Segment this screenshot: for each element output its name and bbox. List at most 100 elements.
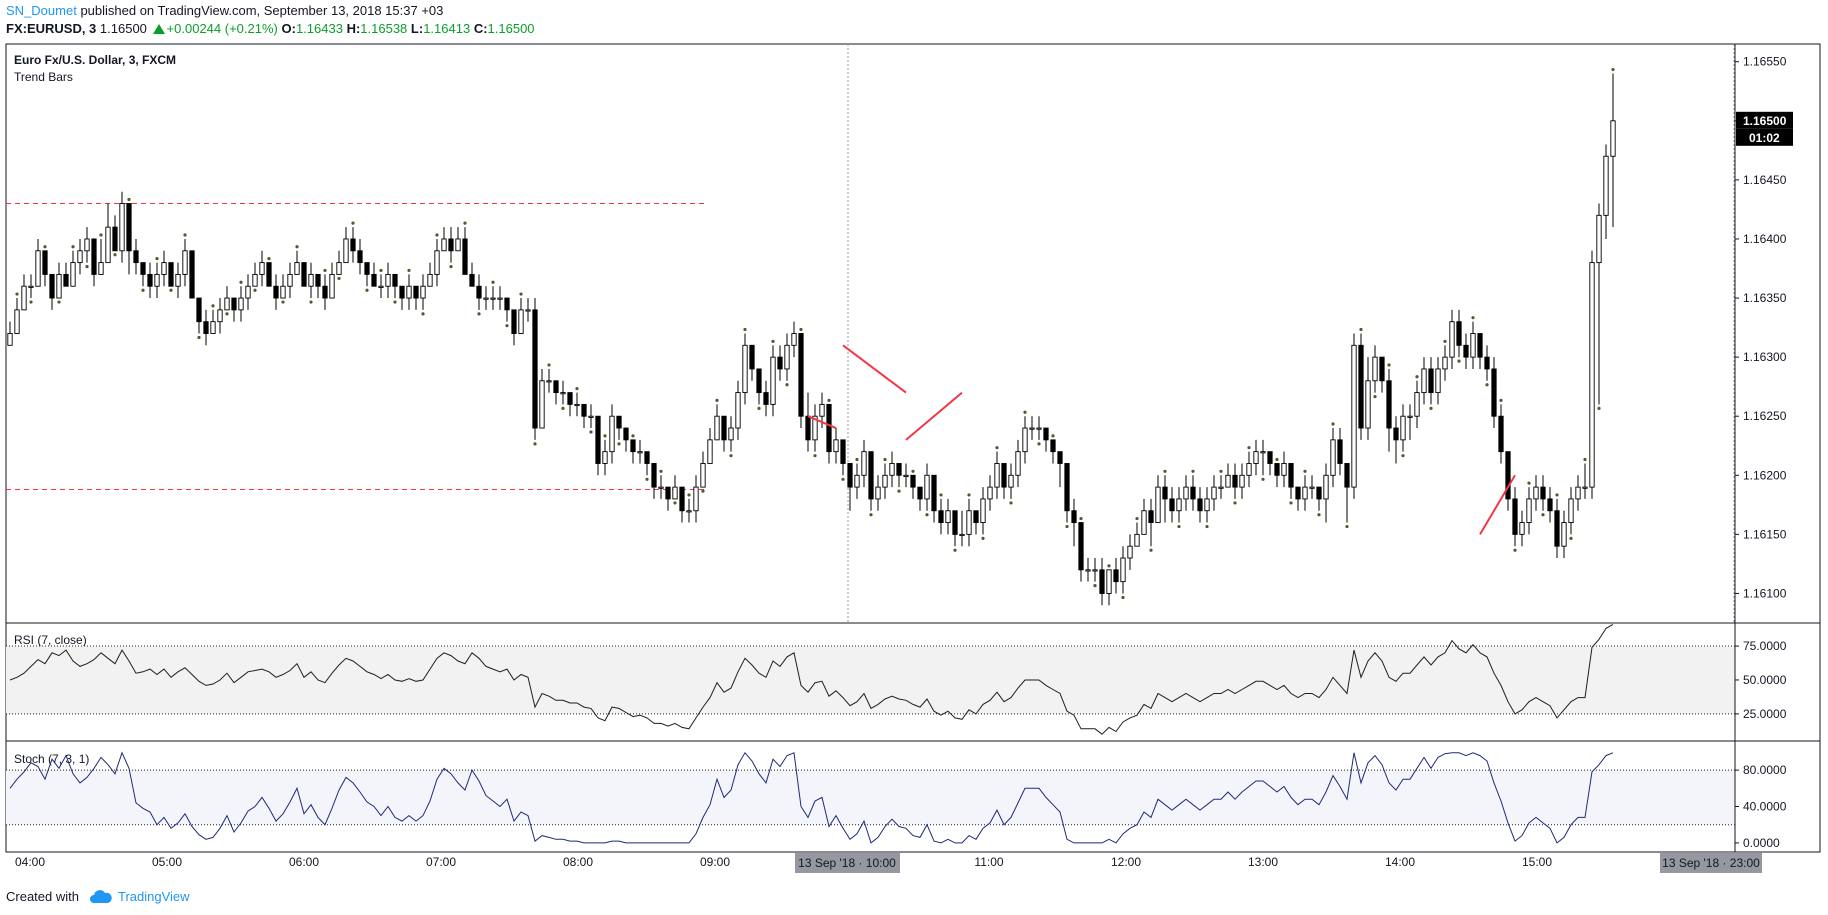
candle-up[interactable] (980, 498, 986, 524)
candle-down[interactable] (749, 344, 755, 370)
candle-down[interactable] (112, 226, 118, 252)
candle-up[interactable] (812, 415, 818, 441)
candle-up[interactable] (175, 273, 181, 287)
candle-up[interactable] (84, 238, 90, 252)
candle-down[interactable] (1295, 486, 1301, 500)
candle-down[interactable] (1267, 451, 1273, 464)
candle-up[interactable] (1106, 569, 1112, 594)
candle-up[interactable] (574, 403, 580, 407)
candle-down[interactable] (392, 273, 398, 287)
candle-up[interactable] (1610, 120, 1616, 157)
candle-up[interactable] (28, 285, 34, 288)
candle-up[interactable] (1127, 545, 1133, 559)
candle-up[interactable] (1365, 380, 1371, 429)
candle-up[interactable] (245, 285, 251, 299)
candle-up[interactable] (728, 427, 734, 441)
candle-up[interactable] (525, 309, 531, 312)
candle-down[interactable] (763, 392, 769, 405)
candle-up[interactable] (770, 356, 776, 405)
candle-down[interactable] (357, 250, 363, 264)
candle-up[interactable] (56, 273, 62, 299)
candle-down[interactable] (203, 321, 209, 334)
candle-up[interactable] (1029, 427, 1035, 430)
candle-down[interactable] (504, 297, 510, 311)
candle-down[interactable] (1232, 474, 1238, 488)
candle-down[interactable] (1274, 463, 1280, 476)
candle-up[interactable] (294, 262, 300, 275)
candle-up[interactable] (658, 486, 664, 489)
candle-up[interactable] (903, 474, 909, 477)
candle-up[interactable] (784, 344, 790, 370)
candle-up[interactable] (1211, 486, 1217, 500)
candle-up[interactable] (1519, 522, 1525, 535)
candle-up[interactable] (497, 297, 503, 300)
candle-down[interactable] (413, 285, 419, 299)
candle-up[interactable] (1134, 533, 1140, 547)
candle-down[interactable] (133, 250, 139, 264)
candle-up[interactable] (1561, 522, 1567, 547)
candle-down[interactable] (665, 486, 671, 500)
candle-down[interactable] (63, 273, 69, 287)
candle-down[interactable] (448, 238, 454, 252)
candle-up[interactable] (1421, 368, 1427, 394)
candle-up[interactable] (182, 250, 188, 275)
candle-up[interactable] (1092, 569, 1098, 572)
candle-up[interactable] (385, 273, 391, 287)
candle-up[interactable] (336, 262, 342, 275)
candle-down[interactable] (322, 285, 328, 299)
candle-down[interactable] (140, 262, 146, 275)
candle-up[interactable] (693, 486, 699, 512)
candle-up[interactable] (161, 262, 167, 275)
candle-up[interactable] (217, 309, 223, 323)
candle-down[interactable] (1099, 569, 1105, 594)
candle-down[interactable] (910, 474, 916, 488)
candle-up[interactable] (1372, 356, 1378, 382)
candle-up[interactable] (1085, 569, 1091, 572)
candle-up[interactable] (1596, 214, 1602, 264)
candle-down[interactable] (273, 285, 279, 299)
candle-up[interactable] (154, 273, 160, 287)
candle-up[interactable] (329, 273, 335, 299)
candle-down[interactable] (1540, 486, 1546, 500)
candle-up[interactable] (280, 285, 286, 299)
tradingview-brand[interactable]: TradingView (118, 889, 190, 904)
candle-down[interactable] (1393, 427, 1399, 441)
candle-down[interactable] (777, 356, 783, 370)
candle-down[interactable] (49, 273, 55, 299)
candle-down[interactable] (595, 415, 601, 464)
candle-up[interactable] (343, 238, 349, 264)
candle-up[interactable] (1449, 321, 1455, 358)
candle-up[interactable] (588, 415, 594, 418)
candle-up[interactable] (1414, 392, 1420, 417)
candle-up[interactable] (1442, 356, 1448, 370)
candle-down[interactable] (1554, 510, 1560, 547)
candle-up[interactable] (1582, 486, 1588, 489)
candle-up[interactable] (707, 439, 713, 464)
candle-down[interactable] (196, 297, 202, 323)
candle-down[interactable] (952, 510, 958, 535)
candle-up[interactable] (1036, 427, 1042, 430)
candle-down[interactable] (1169, 498, 1175, 512)
candle-up[interactable] (21, 285, 27, 311)
candle-down[interactable] (1428, 368, 1434, 394)
candle-down[interactable] (1197, 498, 1203, 512)
candle-down[interactable] (756, 368, 762, 394)
candle-down[interactable] (511, 309, 517, 334)
candle-down[interactable] (91, 238, 97, 275)
candle-up[interactable] (889, 463, 895, 476)
candle-up[interactable] (14, 309, 20, 334)
candle-up[interactable] (210, 321, 216, 334)
candle-up[interactable] (238, 297, 244, 311)
candle-up[interactable] (1120, 557, 1126, 583)
candle-up[interactable] (259, 262, 265, 275)
candle-down[interactable] (1498, 415, 1504, 453)
candle-up[interactable] (602, 451, 608, 464)
candle-down[interactable] (581, 403, 587, 417)
candle-down[interactable] (1456, 321, 1462, 346)
candle-up[interactable] (609, 415, 615, 453)
candle-down[interactable] (1512, 498, 1518, 535)
candle-down[interactable] (567, 392, 573, 405)
candle-down[interactable] (1043, 427, 1049, 441)
candle-down[interactable] (399, 285, 405, 299)
candle-up[interactable] (987, 486, 993, 500)
